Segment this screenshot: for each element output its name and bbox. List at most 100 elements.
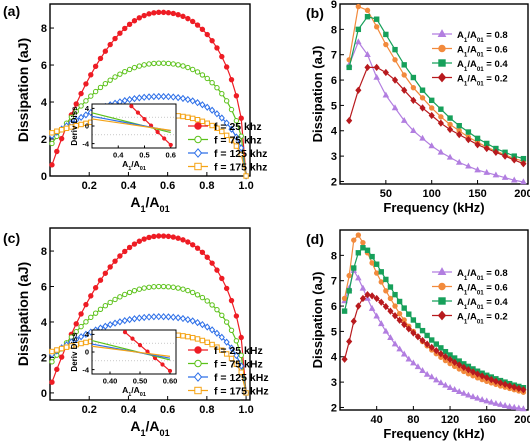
series-point — [141, 12, 147, 19]
series-point — [131, 95, 138, 103]
panel-b-xtick-label: 50 — [380, 188, 392, 200]
series-point — [419, 327, 426, 334]
series-point — [83, 319, 89, 325]
series-point — [189, 242, 196, 248]
legend-entry: A1/A01 = 0.2 — [457, 74, 508, 88]
panel-a-ytick-label: 4 — [41, 97, 48, 109]
series-point — [78, 113, 85, 122]
series-point — [233, 143, 240, 149]
series-point — [88, 72, 94, 78]
series-point — [92, 88, 99, 95]
inset-ylabel: Deriv Diss — [70, 332, 79, 372]
series-point — [391, 340, 399, 347]
legend-entry: A1/A01 = 0.8 — [457, 30, 508, 44]
series-point — [97, 55, 104, 62]
series-point — [151, 60, 157, 67]
series-point — [218, 114, 225, 122]
inset-xtick-label: 0.60 — [163, 377, 178, 386]
series-point — [364, 7, 371, 14]
series-point — [102, 80, 109, 87]
series-point — [49, 359, 55, 365]
series-point — [364, 247, 371, 253]
series-point — [219, 347, 225, 353]
series-point — [428, 142, 435, 149]
series-point — [238, 362, 245, 370]
series-point — [223, 319, 230, 325]
series-point — [383, 41, 389, 48]
series-point — [141, 313, 148, 322]
series-point — [126, 66, 133, 73]
series-point — [78, 340, 84, 347]
panel-c-xtick-label: 0.6 — [160, 404, 175, 416]
series-point — [194, 245, 201, 251]
series-point — [194, 99, 201, 107]
inset-point — [160, 362, 165, 367]
series-point — [406, 311, 412, 317]
series-point — [446, 153, 454, 160]
series-point — [92, 63, 99, 70]
panel-b-ytick-label: 2 — [331, 176, 337, 188]
series-point — [419, 104, 426, 112]
panel-a-ytick-label: 8 — [41, 23, 47, 35]
panel-d-ytick-label: 5 — [331, 326, 337, 338]
panel-a-frame — [49, 3, 251, 177]
series-point — [156, 283, 162, 290]
legend-entry: A1/A01 = 0.4 — [457, 59, 508, 73]
series-point — [199, 118, 206, 125]
series-point — [419, 87, 426, 93]
series-point — [209, 302, 215, 308]
series-point — [437, 148, 445, 155]
inset-line — [91, 345, 171, 357]
series-point — [396, 310, 403, 317]
series-point — [442, 353, 449, 361]
series-point — [54, 347, 60, 353]
series-point — [107, 41, 113, 48]
series-point — [238, 369, 244, 375]
series-point — [97, 306, 104, 312]
series-point — [233, 118, 240, 124]
series-point — [456, 361, 463, 369]
panel-c-ytick-label: 4 — [41, 317, 48, 329]
series-point — [175, 93, 182, 102]
series-point — [437, 350, 444, 358]
panel-b-ytick-label: 9 — [331, 0, 337, 11]
series-point — [82, 111, 90, 119]
legend-marker — [194, 122, 202, 130]
series-point — [141, 285, 147, 291]
inset-ylabel: Deriv Diss — [70, 106, 79, 146]
series-point — [170, 10, 176, 17]
series-point — [194, 22, 201, 28]
inset-ytick-label: 0 — [85, 348, 89, 357]
series-point — [238, 144, 245, 152]
series-point — [228, 137, 235, 143]
series-point — [83, 81, 89, 87]
legend-entry: f = 25 kHz — [214, 345, 263, 357]
inset-ytick-label: -4 — [82, 365, 89, 374]
series-point — [199, 294, 206, 301]
series-point — [446, 125, 454, 134]
panel-a-ytick-label: 2 — [41, 134, 47, 146]
panel-b-frame — [339, 3, 529, 185]
series-point — [78, 333, 85, 341]
series-point — [465, 366, 472, 374]
series-point — [73, 108, 79, 115]
panel-c-ytick-label: 6 — [41, 281, 47, 293]
series-point — [483, 374, 490, 382]
series-point — [107, 299, 113, 306]
series-point — [117, 253, 123, 259]
series-point — [511, 156, 518, 164]
series-point — [199, 26, 206, 33]
series-point — [460, 363, 467, 372]
series-point — [456, 122, 462, 129]
series-point — [131, 241, 138, 247]
series-point — [228, 344, 235, 352]
series-point — [151, 284, 157, 290]
series-point — [146, 234, 152, 241]
series-point — [145, 313, 153, 321]
legend-entry: A1/A01 = 0.6 — [457, 283, 508, 297]
series-point — [419, 367, 426, 373]
series-point — [223, 119, 230, 127]
series-point — [433, 376, 440, 383]
series-point — [401, 320, 408, 329]
